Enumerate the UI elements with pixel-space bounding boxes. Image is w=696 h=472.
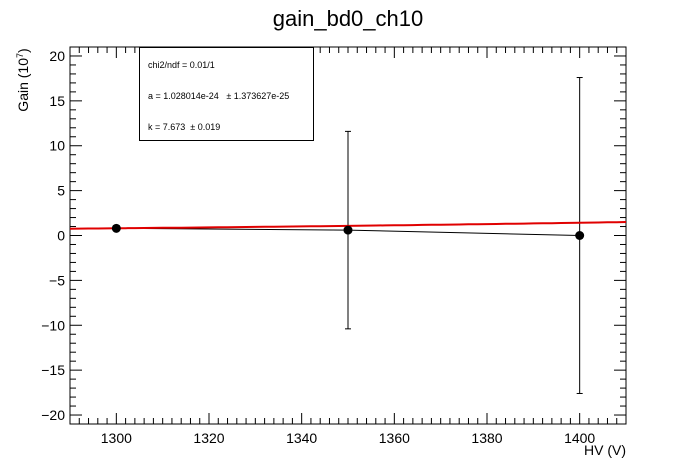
y-tick-label: 5 xyxy=(57,183,65,199)
y-tick-label: 10 xyxy=(49,138,65,154)
x-tick-label: 1380 xyxy=(471,430,502,446)
fit-stats-box: chi2/ndf = 0.01/1 a = 1.028014e-24 ± 1.3… xyxy=(139,47,314,141)
x-axis-label: HV (V) xyxy=(584,442,626,458)
stats-param-k: k = 7.673 ± 0.019 xyxy=(148,122,221,132)
y-tick-label: 20 xyxy=(49,48,65,64)
x-tick-label: 1360 xyxy=(379,430,410,446)
data-point xyxy=(111,223,121,233)
data-point xyxy=(343,225,353,235)
y-tick-label: −5 xyxy=(49,272,65,288)
y-tick-label: −15 xyxy=(41,362,65,378)
y-tick-label: −20 xyxy=(41,407,65,423)
y-tick-label: 0 xyxy=(57,228,65,244)
y-tick-label: −10 xyxy=(41,317,65,333)
chart-title: gain_bd0_ch10 xyxy=(272,6,424,31)
axis-ticks xyxy=(69,46,627,425)
tick-labels: 1300 1320 1340 1360 1380 1400 −20 −15 −10 −5 0 5 10 1… xyxy=(41,48,595,446)
data-marks xyxy=(69,77,627,394)
y-tick-label: 15 xyxy=(49,93,65,109)
stats-param-a: a = 1.028014e-24 ± 1.373627e-25 xyxy=(148,91,290,101)
stats-chi2: chi2/ndf = 0.01/1 xyxy=(148,60,215,70)
y-axis-label: Gain (107) xyxy=(15,48,31,111)
x-tick-label: 1340 xyxy=(286,430,317,446)
x-tick-label: 1320 xyxy=(193,430,224,446)
x-tick-label: 1300 xyxy=(101,430,132,446)
x-tick-label: 1400 xyxy=(564,430,595,446)
data-point xyxy=(575,231,585,240)
